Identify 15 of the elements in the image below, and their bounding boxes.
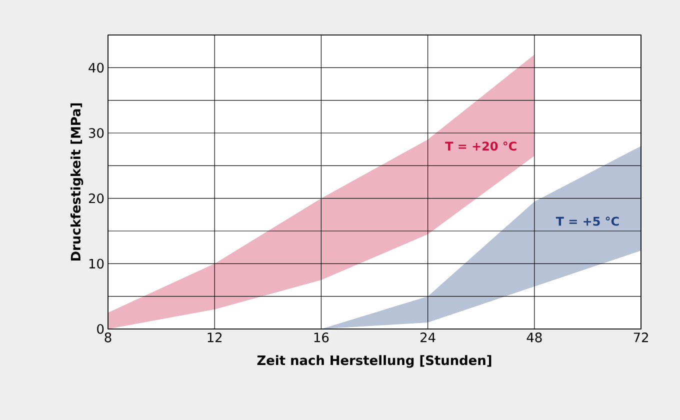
x-tick-label: 24: [420, 332, 436, 342]
x-tick-label: 16: [314, 332, 329, 342]
x-tick-label: 48: [526, 332, 542, 342]
x-axis-title: Zeit nach Herstellung [Stunden]: [257, 355, 492, 368]
y-tick-label: 40: [88, 62, 104, 73]
legend-label: T = +5 °C: [556, 216, 619, 226]
y-tick-label: 0: [97, 324, 104, 334]
y-tick-label: 30: [88, 128, 104, 138]
x-tick-label: 8: [104, 332, 112, 342]
y-tick-label: 20: [88, 193, 104, 204]
x-tick-label: 12: [208, 332, 222, 342]
x-tick-label: 72: [634, 332, 648, 342]
legend-label: T = +20 °C: [445, 142, 516, 151]
y-axis-title: Druckfestigkeit [MPa]: [70, 103, 84, 261]
y-tick-label: 10: [89, 258, 104, 269]
